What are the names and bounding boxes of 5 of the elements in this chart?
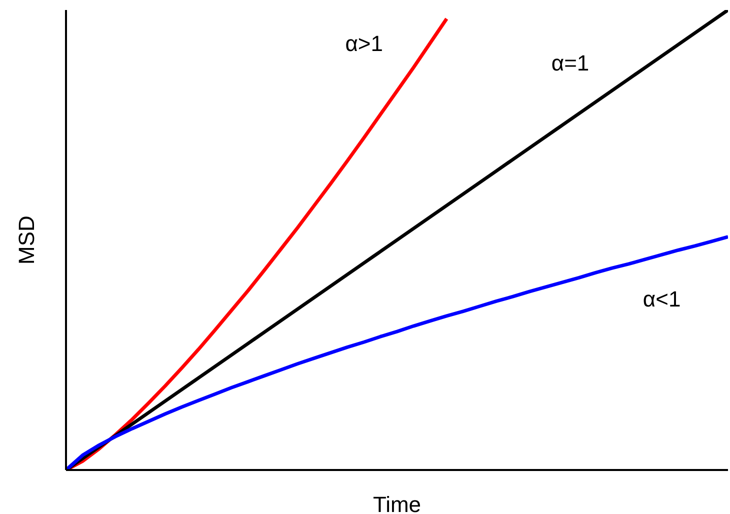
series-label: α>1 <box>345 30 384 56</box>
y-axis-title: MSD <box>14 216 39 264</box>
series-label: α<1 <box>642 286 681 312</box>
series-label: α=1 <box>551 50 590 76</box>
x-axis-title: Time <box>372 492 422 514</box>
